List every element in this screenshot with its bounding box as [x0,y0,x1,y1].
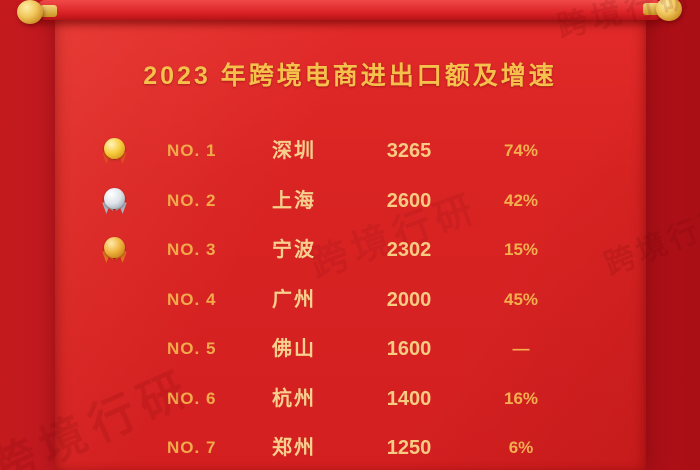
table-row: NO. 4 广州 2000 45% [0,285,700,315]
trade-value: 2600 [386,189,432,212]
rank-label: NO. 1 [167,141,217,160]
trade-value: 2000 [386,288,432,311]
ranking-table: NO. 1 深圳 3265 74% NO. 2 上海 2600 42% NO. … [0,136,700,463]
rank-label: NO. 4 [167,289,217,309]
table-row: NO. 6 杭州 1400 16% [0,384,700,414]
medal-disc [104,187,125,209]
growth-rate: 74% [503,141,539,160]
table-row: NO. 2 上海 2600 42% [0,186,700,216]
trade-value: 1400 [386,387,432,410]
city-name: 杭州 [272,387,316,410]
silver-medal-icon [103,187,129,216]
rank-label: NO. 2 [167,190,217,210]
growth-rate: 6% [508,438,534,457]
table-row: NO. 7 郑州 1250 6% [0,433,700,463]
rank-label: NO. 6 [167,388,217,408]
scroll-roller-bar [38,0,662,20]
table-row: NO. 1 深圳 3265 74% [0,136,700,166]
trade-value: 1600 [386,338,432,360]
trade-value: 1250 [386,437,432,459]
city-name: 佛山 [272,338,316,360]
city-name: 上海 [272,189,316,212]
city-name: 郑州 [272,437,316,459]
city-name: 宁波 [272,239,316,261]
scroll-knob-left [17,0,43,24]
city-name: 深圳 [272,140,316,162]
page-title: 2023 年跨境电商进出口额及增速 [143,62,557,90]
table-row: NO. 5 佛山 1600 — [0,334,700,364]
growth-rate: 42% [503,190,539,210]
rank-label: NO. 5 [167,339,217,358]
scroll-knob-neck-right [643,3,660,15]
bronze-medal-icon [103,237,129,265]
trade-value: 3265 [386,140,432,162]
table-row: NO. 3 宁波 2302 15% [0,235,700,265]
medal-disc [104,237,125,258]
rank-label: NO. 7 [167,438,217,457]
growth-rate: — [512,339,530,358]
gold-medal-icon [103,138,129,166]
scroll-knob-right [656,0,682,21]
city-name: 广州 [272,288,316,311]
growth-rate: 16% [503,388,539,408]
growth-rate: 15% [503,240,539,259]
rank-label: NO. 3 [167,240,217,259]
trade-value: 2302 [386,239,432,261]
scroll-knob-neck-left [40,5,57,17]
medal-disc [104,138,125,159]
growth-rate: 45% [503,289,539,309]
